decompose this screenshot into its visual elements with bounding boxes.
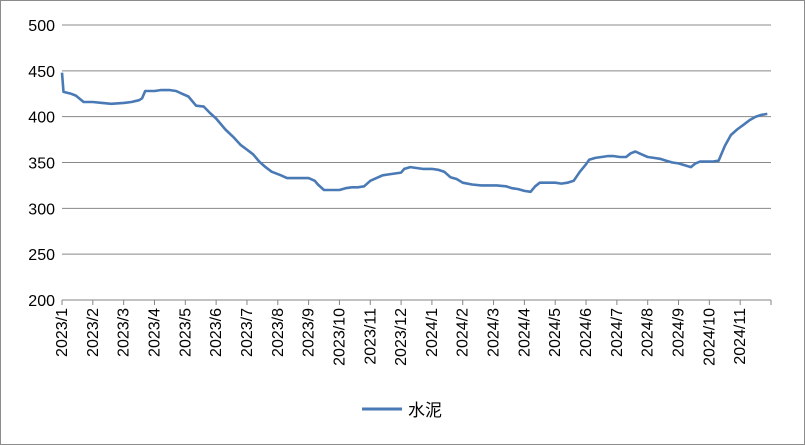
x-tick-label: 2023/12	[393, 308, 410, 366]
x-tick-label: 2023/6	[208, 308, 225, 357]
legend-label: 水泥	[408, 401, 442, 421]
x-tick-label: 2023/10	[331, 308, 348, 366]
y-tick-label: 450	[28, 64, 55, 81]
y-tick-label: 250	[28, 247, 55, 264]
x-tick-label: 2024/3	[486, 308, 503, 357]
x-tick-label: 2024/1	[424, 308, 441, 357]
x-tick-label: 2024/4	[516, 308, 533, 357]
x-tick-label: 2024/11	[732, 308, 749, 365]
x-tick-label: 2023/7	[239, 308, 256, 357]
x-tick-label: 2023/2	[85, 308, 102, 357]
series-line	[60, 72, 768, 194]
x-tick-label: 2023/8	[270, 308, 287, 357]
x-tick-label: 2024/7	[609, 308, 626, 357]
x-axis	[61, 299, 772, 305]
x-tick-label: 2024/10	[701, 308, 718, 366]
x-tick-label: 2023/1	[54, 308, 71, 357]
y-tick-label: 400	[28, 110, 55, 127]
x-tick-label: 2023/4	[146, 308, 163, 357]
legend: 水泥	[362, 401, 442, 421]
x-tick-label: 2024/2	[455, 308, 472, 357]
y-tick-label: 500	[28, 18, 55, 35]
x-tick-label: 2023/11	[362, 308, 379, 365]
x-tick-label: 2024/5	[547, 308, 564, 357]
x-tick-label: 2023/3	[116, 308, 133, 357]
y-tick-label: 300	[28, 201, 55, 218]
x-tick-label: 2024/6	[578, 308, 595, 357]
x-tick-label: 2023/9	[301, 308, 318, 357]
gridlines	[62, 24, 771, 255]
x-tick-label: 2024/8	[640, 308, 657, 357]
y-axis-ticks: 200 250 300 350 400 450 500	[28, 18, 55, 310]
y-tick-label: 350	[28, 156, 55, 173]
series-lines	[60, 72, 768, 194]
x-tick-label: 2024/9	[671, 308, 688, 357]
x-axis-ticks: 2023/1 2023/2 2023/3 2023/4 2023/5 2023/6 2023…	[54, 308, 749, 366]
y-tick-label: 200	[28, 293, 55, 310]
x-tick-label: 2023/5	[177, 308, 194, 357]
